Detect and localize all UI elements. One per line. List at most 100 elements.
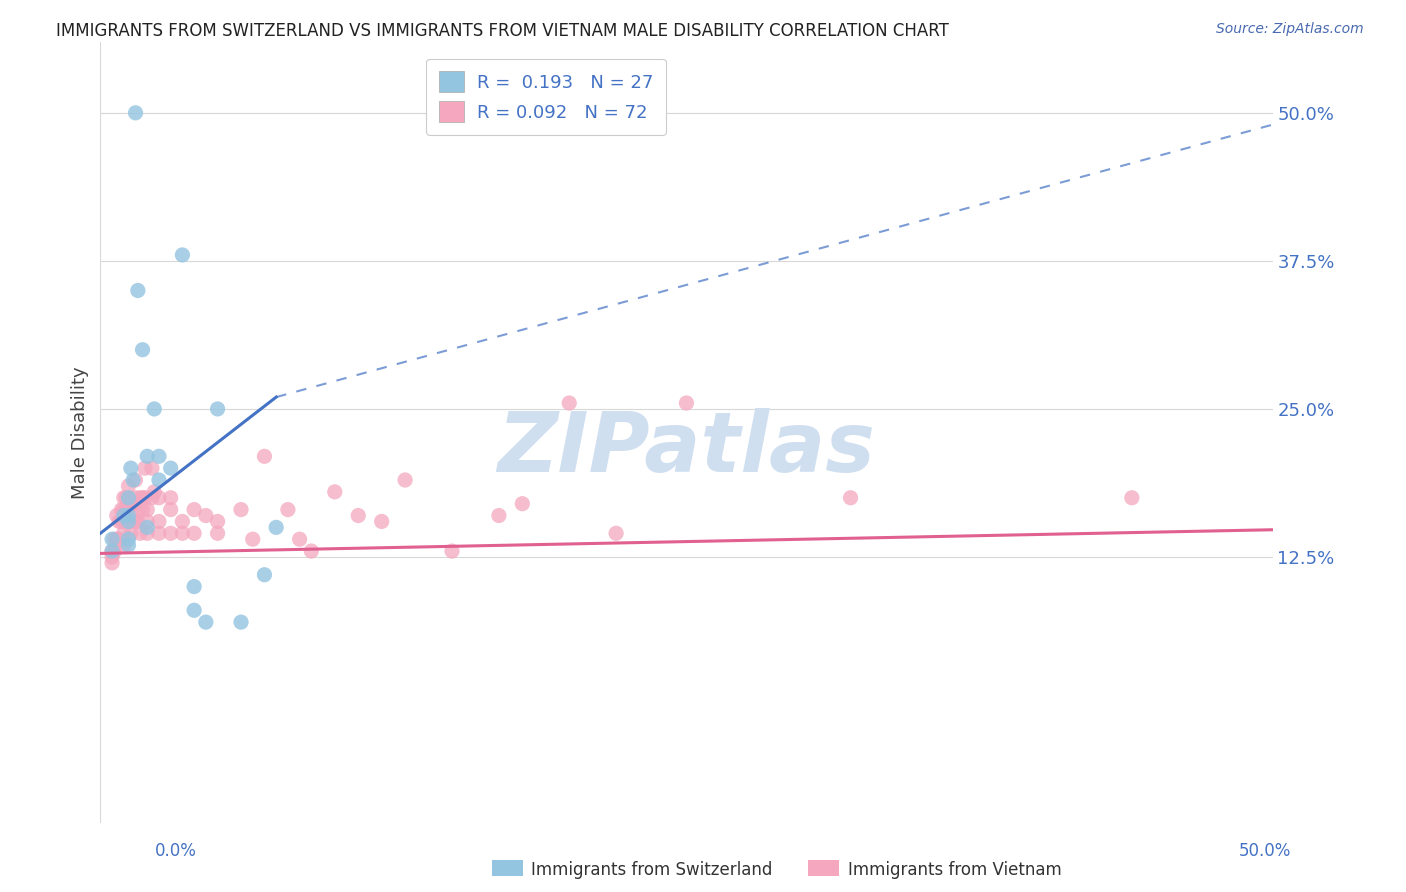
Point [159,526,181,541]
Point [136,520,159,534]
Point [124,473,146,487]
Point [122,497,145,511]
Point [131,343,153,357]
Point [101,556,124,570]
Point [207,526,229,541]
Point [148,450,170,464]
Point [112,515,135,529]
Point [120,515,142,529]
Point [112,508,135,523]
Point [136,450,159,464]
Point [101,533,124,547]
Point [370,515,392,529]
Point [110,515,132,529]
Point [134,461,156,475]
Point [124,491,146,505]
Point [159,461,181,475]
Point [242,533,264,547]
Point [183,603,205,617]
Point [347,508,370,523]
Text: Immigrants from Vietnam: Immigrants from Vietnam [848,861,1062,879]
Point [253,567,276,582]
Point [122,515,145,529]
Point [127,515,149,529]
Point [605,526,627,541]
Point [117,508,139,523]
Point [839,491,862,505]
Point [277,502,299,516]
Point [136,526,159,541]
Point [323,484,346,499]
Point [253,450,276,464]
Point [183,526,205,541]
Point [512,497,534,511]
Point [394,473,416,487]
Point [122,473,145,487]
Point [675,396,697,410]
Point [117,502,139,516]
Point [101,544,124,558]
Point [440,544,463,558]
Point [159,491,181,505]
Point [172,515,194,529]
Point [207,401,229,416]
Point [105,533,128,547]
Point [103,544,125,558]
Point [124,105,146,120]
Point [112,502,135,516]
Point [131,491,153,505]
Point [117,491,139,505]
Point [117,479,139,493]
Point [136,502,159,516]
Point [115,502,138,516]
Point [488,508,510,523]
Point [136,515,159,529]
Point [299,544,322,558]
Point [110,502,132,516]
Point [127,502,149,516]
Point [134,491,156,505]
Point [131,502,153,516]
Point [194,508,217,523]
Point [148,473,170,487]
Point [117,515,139,529]
Point [148,526,170,541]
Point [229,502,252,516]
Point [288,533,311,547]
Legend: R =  0.193   N = 27, R = 0.092   N = 72: R = 0.193 N = 27, R = 0.092 N = 72 [426,59,665,135]
Point [112,538,135,552]
Point [207,515,229,529]
Text: 50.0%: 50.0% [1239,842,1292,860]
Point [1121,491,1143,505]
Text: ZIPatlas: ZIPatlas [498,408,876,489]
Point [229,615,252,629]
Text: Immigrants from Switzerland: Immigrants from Switzerland [531,861,773,879]
Text: Source: ZipAtlas.com: Source: ZipAtlas.com [1216,22,1364,37]
Point [120,461,142,475]
Point [264,520,287,534]
Point [117,533,139,547]
Point [120,526,142,541]
Point [143,401,166,416]
Point [148,491,170,505]
Point [124,515,146,529]
Text: 0.0%: 0.0% [155,842,197,860]
Y-axis label: Male Disability: Male Disability [72,367,89,499]
Point [141,461,163,475]
Point [101,549,124,564]
Point [141,491,163,505]
Point [105,508,128,523]
Point [194,615,217,629]
Point [183,580,205,594]
Point [112,526,135,541]
Point [112,491,135,505]
Point [159,502,181,516]
Point [108,533,131,547]
Point [172,526,194,541]
Point [148,515,170,529]
Point [172,248,194,262]
Point [115,491,138,505]
Text: IMMIGRANTS FROM SWITZERLAND VS IMMIGRANTS FROM VIETNAM MALE DISABILITY CORRELATI: IMMIGRANTS FROM SWITZERLAND VS IMMIGRANT… [56,22,949,40]
Point [127,284,149,298]
Point [117,538,139,552]
